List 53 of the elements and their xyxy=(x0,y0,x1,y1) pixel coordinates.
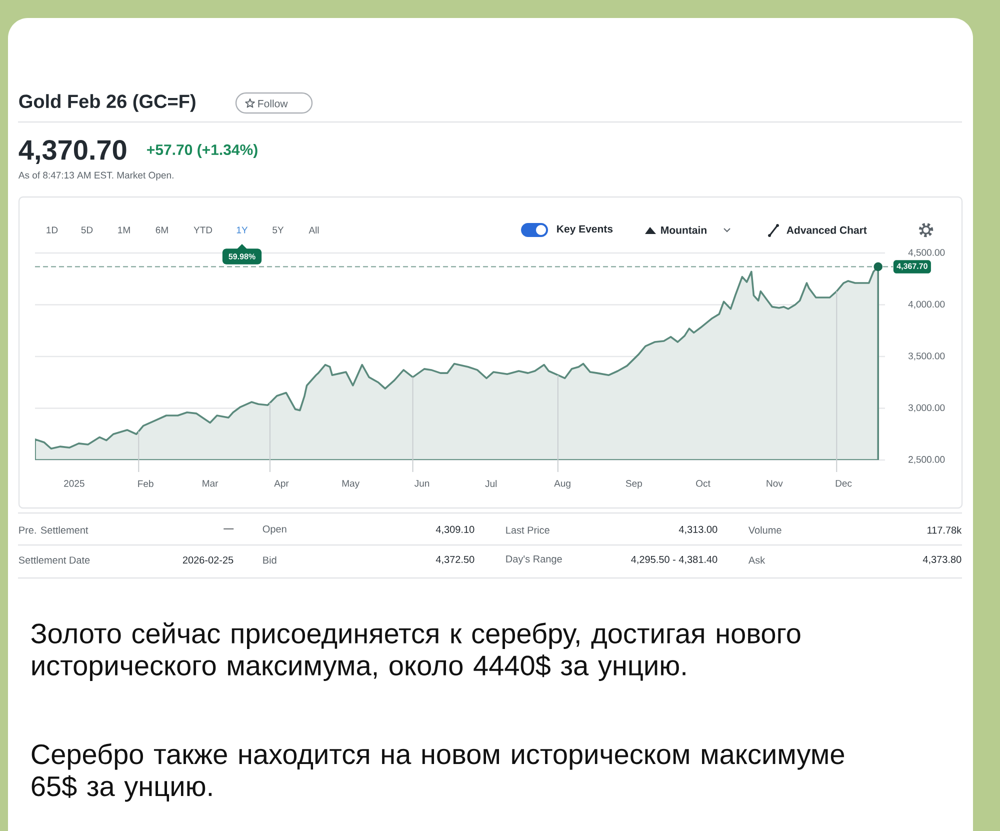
text: Mountain xyxy=(661,226,706,234)
y-tick-label: 4,500.00 xyxy=(908,249,945,257)
x-tick-label: Jul xyxy=(485,480,497,488)
text: Settlement Date xyxy=(18,556,90,564)
text: YTD xyxy=(194,226,212,234)
text: All xyxy=(308,226,319,234)
x-tick-label: Nov xyxy=(766,480,783,487)
text: +57.70 (+1.34%) xyxy=(147,144,258,158)
text: 1Y xyxy=(236,226,248,234)
text: 117.78k xyxy=(928,526,962,534)
y-tick-label: 3,500.00 xyxy=(908,352,945,360)
annotation: 59.98% xyxy=(228,254,256,260)
text: 4,373.80 xyxy=(922,556,962,564)
text: As of 8:47:13 AM EST. Market Open. xyxy=(18,172,174,180)
y-tick-label: 3,000.00 xyxy=(908,404,945,412)
text: 5D xyxy=(81,226,93,234)
text: 1M xyxy=(118,226,130,234)
text: Volume xyxy=(748,526,782,534)
x-tick-label: Feb xyxy=(138,480,154,488)
text: Last Price xyxy=(506,526,550,534)
ref-line-label: 4,367.70 xyxy=(896,263,928,270)
text: Advanced Chart xyxy=(786,226,867,234)
y-tick-label: 4,000.00 xyxy=(908,300,945,309)
text: Серебро также находится на новом историческом максимуме 65$ за унцию. xyxy=(32,743,844,802)
text: Open xyxy=(262,525,286,535)
text: Follow xyxy=(258,100,288,108)
text: Pre. Settlement xyxy=(19,526,88,534)
text: 5Y xyxy=(272,226,284,234)
text: Bid xyxy=(263,556,276,564)
text: Ask xyxy=(748,556,766,564)
text: 4,313.00 xyxy=(678,526,718,534)
text: — xyxy=(224,528,234,530)
text: 4,309.10 xyxy=(436,526,474,534)
x-tick-label: May xyxy=(342,480,360,489)
x-tick-label: 2025 xyxy=(64,480,84,487)
x-tick-label: Apr xyxy=(274,480,289,489)
text: 2026-02-25 xyxy=(182,556,234,564)
x-tick-label: Oct xyxy=(696,480,710,487)
text: Key Events xyxy=(557,225,613,235)
text: 4,372.50 xyxy=(436,556,474,564)
text: Золото сейчас присоединяется к серебру, достигая нового исторического максимума, около 4440$ за унцию. xyxy=(31,622,800,681)
text: 6M xyxy=(156,226,168,234)
x-tick-label: Jun xyxy=(414,480,430,487)
text: 4,370.70 xyxy=(18,140,126,164)
y-tick-label: 2,500.00 xyxy=(908,456,945,464)
x-tick-label: Mar xyxy=(202,480,218,487)
x-tick-label: Dec xyxy=(836,480,852,487)
text: 1D xyxy=(46,226,58,234)
x-tick-label: Aug xyxy=(554,480,570,489)
x-tick-label: Sep xyxy=(626,480,642,489)
text: Day's Range xyxy=(506,556,562,564)
chart-title: Gold Feb 26 (GC=F) xyxy=(19,94,196,112)
text: 4,295.50 - 4,381.40 xyxy=(631,556,718,564)
